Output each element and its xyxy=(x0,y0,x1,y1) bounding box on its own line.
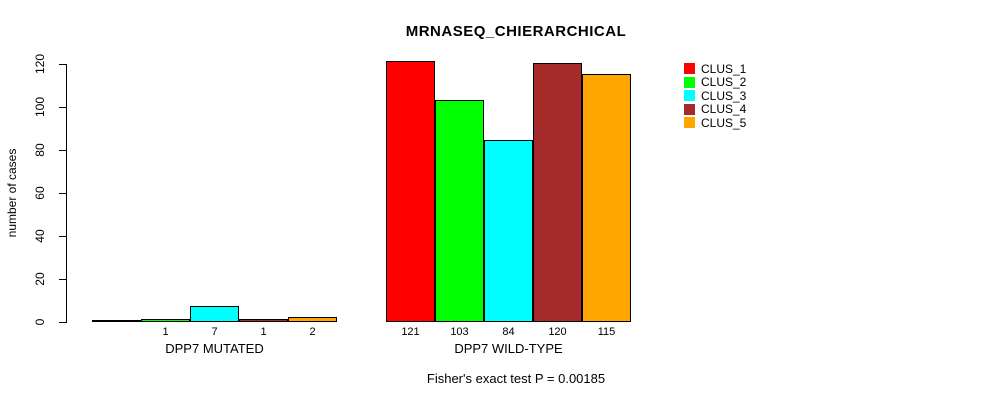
x-group-label-wildtype: DPP7 WILD-TYPE xyxy=(454,341,563,356)
y-tick xyxy=(59,279,66,280)
y-tick xyxy=(59,193,66,194)
bar-value-label: 1 xyxy=(162,326,169,338)
bar-value-label: 115 xyxy=(597,326,616,338)
y-axis-line xyxy=(66,64,67,323)
bar-value-label: 121 xyxy=(401,326,420,338)
pvalue-annotation: Fisher's exact test P = 0.00185 xyxy=(426,371,606,386)
y-tick xyxy=(59,322,66,323)
y-tick-label: 80 xyxy=(33,143,47,157)
y-tick-label: 20 xyxy=(33,272,47,286)
bar-clus_2-group2 xyxy=(435,100,484,322)
bar-value-label: 2 xyxy=(309,326,316,338)
legend-label-clus_5: CLUS_5 xyxy=(701,115,747,130)
legend-swatch-clus_1 xyxy=(684,63,695,74)
y-tick-label: 40 xyxy=(33,229,47,243)
y-tick-label: 100 xyxy=(33,96,47,118)
legend-swatch-clus_4 xyxy=(684,103,695,115)
bar-clus_4-group2 xyxy=(533,63,582,322)
bar-clus_2-group1 xyxy=(141,319,190,322)
x-group-label-mutated: DPP7 MUTATED xyxy=(165,341,264,356)
bar-value-label: 120 xyxy=(548,326,567,338)
y-tick xyxy=(59,150,66,151)
bar-clus_4-group1 xyxy=(239,319,288,322)
legend-swatch-clus_3 xyxy=(684,90,695,101)
bar-value-label: 103 xyxy=(450,326,469,338)
y-tick-label: 120 xyxy=(33,53,47,75)
legend-label-clus_2: CLUS_2 xyxy=(701,75,747,89)
bar-value-label: 84 xyxy=(502,326,515,338)
legend-label-clus_3: CLUS_3 xyxy=(701,88,747,103)
legend-swatch-clus_5 xyxy=(684,117,695,128)
y-axis-title: number of cases xyxy=(5,148,19,238)
y-tick xyxy=(59,107,66,108)
y-tick-label: 0 xyxy=(33,318,47,326)
bar-clus_5-group1 xyxy=(288,317,337,322)
y-tick xyxy=(59,64,66,65)
bar-clus_3-group2 xyxy=(484,140,533,322)
bar-clus_3-group1 xyxy=(190,306,239,322)
bar-value-label: 7 xyxy=(211,326,218,338)
y-tick xyxy=(59,236,66,237)
legend-label-clus_4: CLUS_4 xyxy=(701,102,747,116)
legend-swatch-clus_2 xyxy=(684,76,695,88)
bar-clus_5-group2 xyxy=(582,74,631,322)
bar-value-label: 1 xyxy=(260,326,267,338)
bar-clus_1-group2 xyxy=(386,61,435,322)
y-tick-label: 60 xyxy=(33,186,47,200)
bar-clus_1-group1 xyxy=(92,320,141,322)
legend-label-clus_1: CLUS_1 xyxy=(701,61,747,76)
chart-title: MRNASEQ_CHIERARCHICAL xyxy=(405,23,627,40)
